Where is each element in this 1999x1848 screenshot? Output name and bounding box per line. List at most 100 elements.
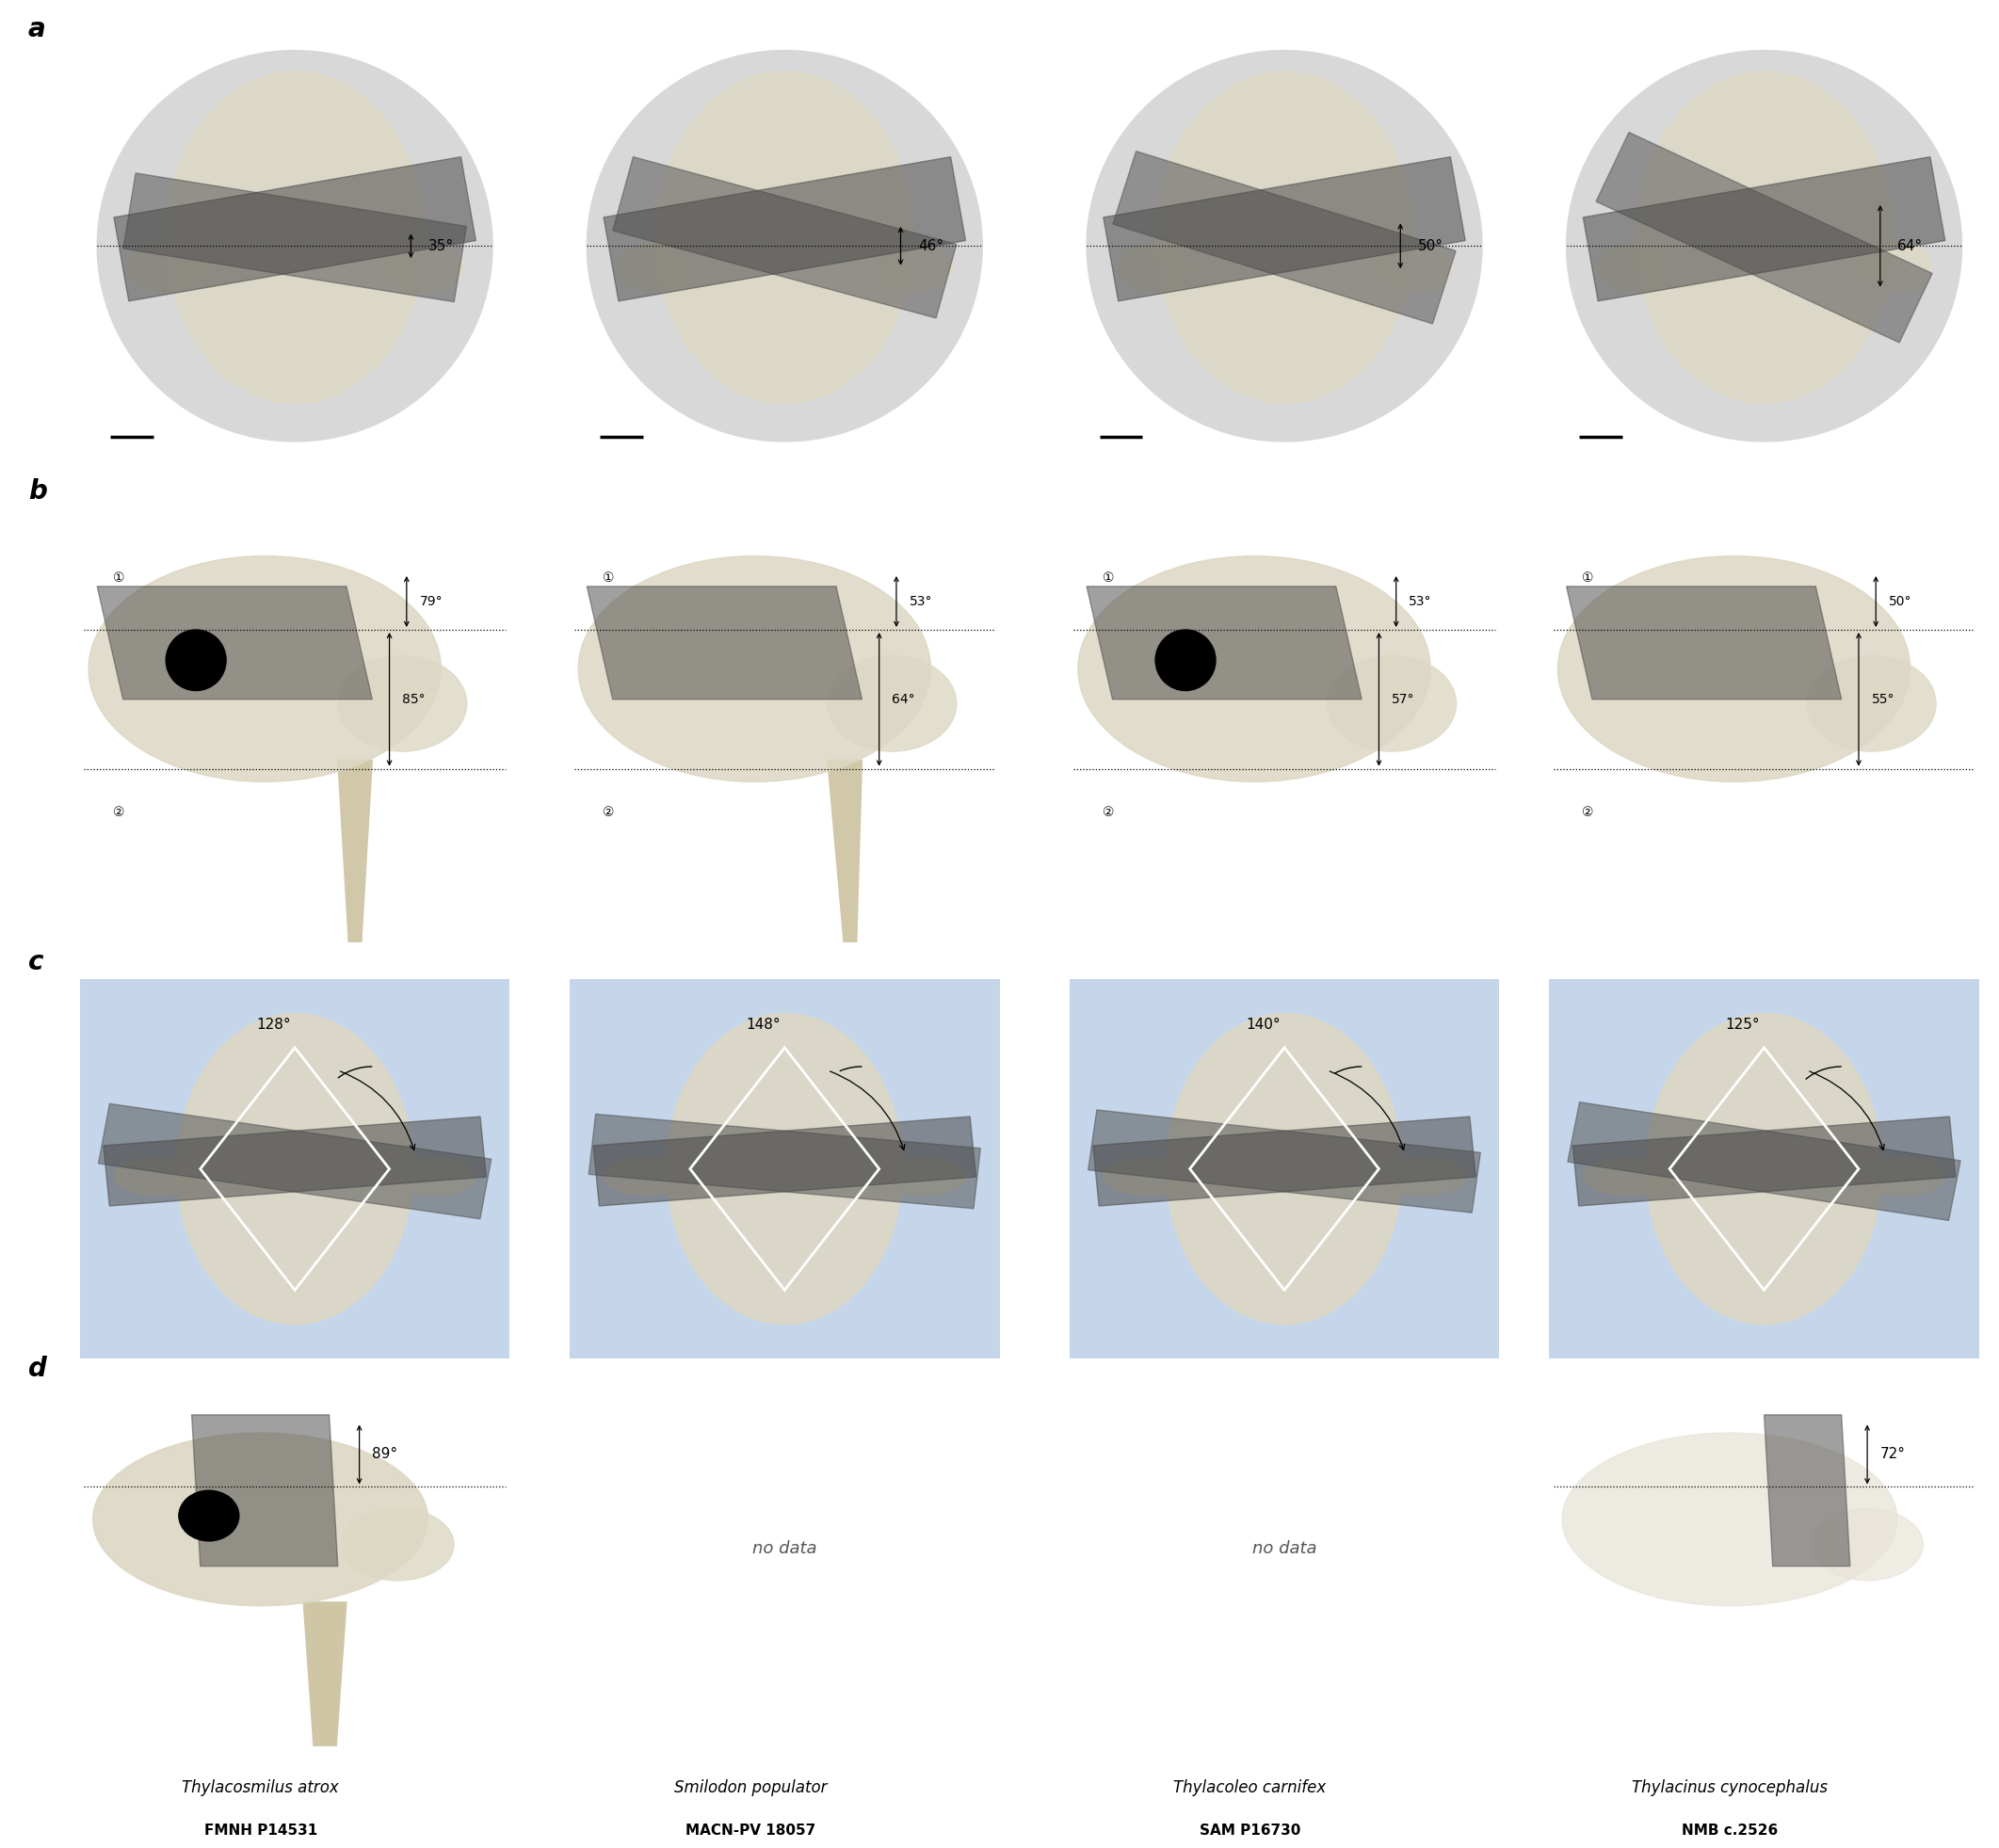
Circle shape <box>178 1491 240 1541</box>
Ellipse shape <box>1077 556 1431 782</box>
Polygon shape <box>594 1116 976 1207</box>
Ellipse shape <box>166 72 424 403</box>
Text: 89°: 89° <box>372 1447 398 1462</box>
Text: no data: no data <box>752 1539 818 1556</box>
Ellipse shape <box>1635 72 1893 403</box>
Circle shape <box>1087 50 1481 442</box>
Polygon shape <box>588 586 862 699</box>
Text: Thylacoleo carnifex: Thylacoleo carnifex <box>1173 1780 1327 1796</box>
Polygon shape <box>104 1116 486 1207</box>
Ellipse shape <box>1811 1508 1923 1580</box>
Text: Thylacinus cynocephalus: Thylacinus cynocephalus <box>1631 1780 1827 1796</box>
Ellipse shape <box>604 1157 690 1196</box>
Polygon shape <box>98 586 372 699</box>
Ellipse shape <box>578 556 932 782</box>
Polygon shape <box>1087 1111 1481 1212</box>
Ellipse shape <box>666 1013 904 1325</box>
Text: ①: ① <box>1581 571 1593 584</box>
Text: FMNH P14531: FMNH P14531 <box>204 1824 318 1839</box>
Polygon shape <box>614 157 956 318</box>
Text: ①: ① <box>1101 571 1113 584</box>
Ellipse shape <box>1859 1157 1945 1196</box>
Text: Thylacosmilus atrox: Thylacosmilus atrox <box>182 1780 340 1796</box>
Ellipse shape <box>338 656 468 752</box>
Polygon shape <box>304 1602 346 1848</box>
Ellipse shape <box>1561 1432 1897 1606</box>
Polygon shape <box>590 1114 980 1209</box>
Ellipse shape <box>1375 242 1451 292</box>
Circle shape <box>588 50 982 442</box>
Ellipse shape <box>876 242 952 292</box>
Circle shape <box>98 50 492 442</box>
Text: SAM P16730: SAM P16730 <box>1199 1824 1301 1839</box>
Ellipse shape <box>1327 656 1455 752</box>
Ellipse shape <box>1597 242 1673 292</box>
Ellipse shape <box>880 1157 966 1196</box>
Text: 148°: 148° <box>746 1018 780 1031</box>
Text: a: a <box>28 17 46 43</box>
Text: 85°: 85° <box>402 693 426 706</box>
Text: ②: ② <box>602 806 614 819</box>
Text: 57°: 57° <box>1391 693 1415 706</box>
Ellipse shape <box>618 242 694 292</box>
Polygon shape <box>1567 586 1841 699</box>
Ellipse shape <box>1583 1157 1669 1196</box>
Ellipse shape <box>128 242 204 292</box>
Text: 50°: 50° <box>1417 238 1443 253</box>
Text: no data: no data <box>1251 1539 1317 1556</box>
Text: ①: ① <box>112 571 124 584</box>
Circle shape <box>166 630 226 691</box>
Text: 64°: 64° <box>1897 238 1923 253</box>
Polygon shape <box>1567 1101 1961 1220</box>
Text: b: b <box>28 479 46 505</box>
Polygon shape <box>338 760 372 1052</box>
Polygon shape <box>114 157 476 301</box>
Polygon shape <box>124 174 466 301</box>
Polygon shape <box>1583 157 1945 301</box>
Text: MACN-PV 18057: MACN-PV 18057 <box>686 1824 816 1839</box>
Text: ②: ② <box>1101 806 1113 819</box>
Text: 140°: 140° <box>1245 1018 1279 1031</box>
Text: ①: ① <box>602 571 614 584</box>
Text: ②: ② <box>1581 806 1593 819</box>
Text: 50°: 50° <box>1889 595 1911 608</box>
Ellipse shape <box>386 242 462 292</box>
Polygon shape <box>1573 1116 1955 1207</box>
Polygon shape <box>1093 1116 1475 1207</box>
Ellipse shape <box>1379 1157 1465 1196</box>
Ellipse shape <box>1117 242 1193 292</box>
Polygon shape <box>828 760 862 1052</box>
Ellipse shape <box>1103 1157 1189 1196</box>
Polygon shape <box>1103 157 1465 301</box>
Text: 46°: 46° <box>918 238 944 253</box>
Ellipse shape <box>114 1157 200 1196</box>
Text: Smilodon populator: Smilodon populator <box>674 1780 828 1796</box>
Ellipse shape <box>390 1157 476 1196</box>
Ellipse shape <box>176 1013 414 1325</box>
Ellipse shape <box>656 72 914 403</box>
Ellipse shape <box>1855 242 1931 292</box>
Polygon shape <box>1765 1416 1851 1567</box>
Circle shape <box>1155 630 1215 691</box>
Text: 125°: 125° <box>1725 1018 1759 1031</box>
Ellipse shape <box>88 556 442 782</box>
Text: c: c <box>28 950 44 976</box>
Ellipse shape <box>92 1432 428 1606</box>
Polygon shape <box>1087 586 1361 699</box>
Polygon shape <box>1595 133 1933 342</box>
Text: 64°: 64° <box>892 693 916 706</box>
Ellipse shape <box>1645 1013 1883 1325</box>
Ellipse shape <box>828 656 958 752</box>
Polygon shape <box>192 1416 338 1567</box>
Text: 53°: 53° <box>1409 595 1431 608</box>
Ellipse shape <box>342 1508 454 1580</box>
Ellipse shape <box>1155 72 1413 403</box>
Circle shape <box>1567 50 1961 442</box>
Polygon shape <box>604 157 966 301</box>
Ellipse shape <box>1807 656 1937 752</box>
Text: 79°: 79° <box>420 595 442 608</box>
Polygon shape <box>1113 152 1455 323</box>
Text: 128°: 128° <box>256 1018 290 1031</box>
Text: NMB c.2526: NMB c.2526 <box>1681 1824 1777 1839</box>
Text: 72°: 72° <box>1881 1447 1905 1462</box>
